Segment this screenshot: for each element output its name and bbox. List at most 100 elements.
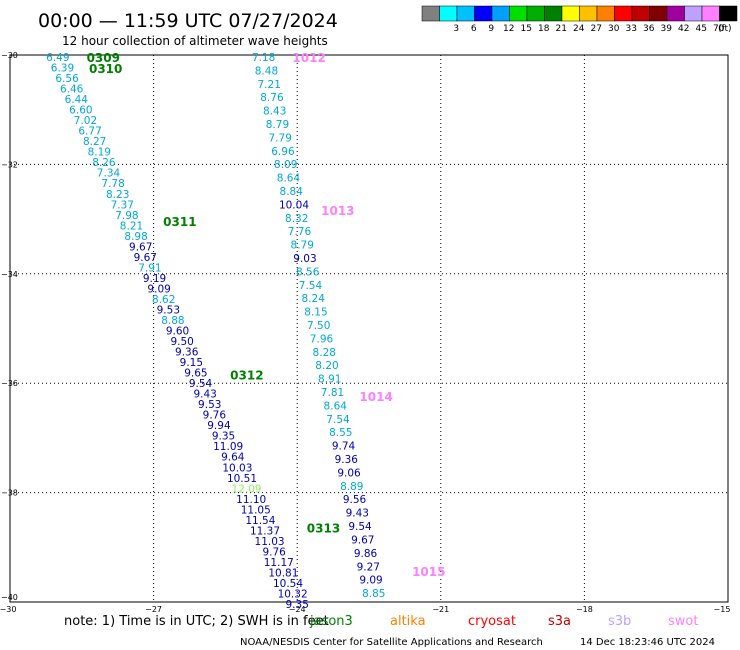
color-legend: 3 6 9 12 15 18 21 24 27 30 33 36 39 42 45 70 xyxy=(421,5,738,34)
swh-value: 9.86 xyxy=(354,548,378,560)
swh-value: 9.65 xyxy=(184,368,207,380)
footer-timestamp: 14 Dec 18:23:46 UTC 2024 xyxy=(580,637,715,648)
plot-frame xyxy=(9,54,729,603)
legend-swatch xyxy=(491,5,510,22)
swh-value: 9.50 xyxy=(170,336,193,348)
swh-value: 11.37 xyxy=(250,525,280,537)
swh-value: 8.55 xyxy=(329,427,352,439)
swh-value: 11.10 xyxy=(236,494,266,506)
swh-value: 7.96 xyxy=(310,333,334,345)
swh-value: 8.19 xyxy=(88,147,111,159)
legend-swatch xyxy=(579,5,598,22)
legend-swatch xyxy=(631,5,650,22)
swh-value: 8.62 xyxy=(152,294,175,306)
swh-value: 7.98 xyxy=(115,210,138,222)
swh-value: 9.53 xyxy=(157,304,180,316)
swh-value: 9.36 xyxy=(335,454,359,466)
legend-swatch xyxy=(544,5,563,22)
swh-value: 9.06 xyxy=(337,467,361,479)
swh-value: 6.60 xyxy=(69,105,92,117)
swh-value: 9.35 xyxy=(286,599,309,611)
swh-value: 8.23 xyxy=(106,189,129,201)
swh-value: 6.44 xyxy=(65,94,89,106)
legend-swatch xyxy=(439,5,458,22)
x-tick-label: −21 xyxy=(432,605,449,614)
pass-time-label: 1014 xyxy=(359,390,392,404)
swh-value: 7.81 xyxy=(321,387,344,399)
legend-label: 15 xyxy=(521,24,532,34)
satellite-name: jason3 xyxy=(309,614,353,629)
swh-value: 9.54 xyxy=(189,378,213,390)
legend-swatch xyxy=(509,5,528,22)
legend-swatch xyxy=(456,5,475,22)
swh-value: 9.67 xyxy=(129,241,152,253)
x-tick-label: −18 xyxy=(576,605,593,614)
swh-value: 7.37 xyxy=(111,199,134,211)
legend-swatch xyxy=(701,5,720,22)
swh-value: 6.49 xyxy=(46,52,69,64)
pass-time-label: 0311 xyxy=(163,215,196,229)
swh-value: 8.48 xyxy=(255,65,278,77)
swh-value: 10.04 xyxy=(279,199,309,211)
swh-value: 9.19 xyxy=(143,273,166,285)
swh-value: 8.21 xyxy=(120,220,143,232)
swh-value: 9.54 xyxy=(348,521,372,533)
swh-value: 8.09 xyxy=(274,159,297,171)
swh-value: 9.74 xyxy=(332,441,356,453)
chart-title: 00:00 — 11:59 UTC 07/27/2024 xyxy=(38,10,338,32)
swh-value: 8.76 xyxy=(260,92,284,104)
legend-swatch xyxy=(526,5,545,22)
swh-value: 9.35 xyxy=(212,431,235,443)
y-tick-label: −40 xyxy=(1,593,18,602)
swh-value: 9.27 xyxy=(357,561,380,573)
swh-value: 6.96 xyxy=(271,146,295,158)
satellite-name: altika xyxy=(390,614,426,629)
swh-value: 9.76 xyxy=(203,410,227,422)
swh-value: 7.54 xyxy=(326,414,350,426)
satellite-name: s3b xyxy=(608,614,631,629)
legend-label: 21 xyxy=(556,24,567,34)
swh-value: 9.76 xyxy=(262,546,286,558)
legend-label: 36 xyxy=(643,24,655,34)
swh-value: 9.43 xyxy=(193,389,216,401)
swh-value: 6.39 xyxy=(51,63,74,75)
swh-value: 6.56 xyxy=(55,73,79,85)
swh-value: 7.18 xyxy=(252,52,275,64)
swh-value: 9.53 xyxy=(198,399,221,411)
swh-value: 9.60 xyxy=(166,326,189,338)
swh-value: 9.43 xyxy=(346,508,369,520)
swh-value: 9.56 xyxy=(343,494,367,506)
y-tick-label: −34 xyxy=(1,270,18,279)
axis-ticks: −30 −27 −24 −21 −18 −15 −30 −32 −34 −36 −38 −40 xyxy=(0,51,730,614)
swh-value: 8.89 xyxy=(340,481,363,493)
legend-label: 12 xyxy=(503,24,514,34)
y-tick-label: −36 xyxy=(1,379,18,388)
legend-label: 30 xyxy=(608,24,620,34)
legend-swatch xyxy=(614,5,633,22)
swh-value: 9.94 xyxy=(207,420,231,432)
swh-value: 12.09 xyxy=(232,483,262,495)
x-tick-label: −24 xyxy=(289,605,306,614)
swh-value: 9.36 xyxy=(175,347,199,359)
satellite-name: s3a xyxy=(548,614,571,629)
swh-value: 7.34 xyxy=(97,168,121,180)
swh-value: 7.76 xyxy=(288,226,312,238)
swh-value: 8.26 xyxy=(92,157,116,169)
swh-value: 10.51 xyxy=(227,473,257,485)
swh-value: 8.24 xyxy=(302,293,326,305)
swh-value: 8.20 xyxy=(315,360,338,372)
legend-label: 24 xyxy=(573,24,585,34)
legend-label: 9 xyxy=(488,24,494,34)
pass-time-label: 1013 xyxy=(321,204,354,218)
swh-value: 8.91 xyxy=(318,374,341,386)
swh-value: 9.67 xyxy=(134,252,157,264)
pass-time-label: 0312 xyxy=(230,368,263,382)
swh-value: 8.85 xyxy=(362,588,385,600)
legend-swatch xyxy=(596,5,615,22)
swh-value: 7.54 xyxy=(299,280,323,292)
legend-label: 39 xyxy=(661,24,673,34)
swh-value: 8.79 xyxy=(266,119,289,131)
legend-swatch xyxy=(561,5,580,22)
swh-value: 9.09 xyxy=(147,283,170,295)
